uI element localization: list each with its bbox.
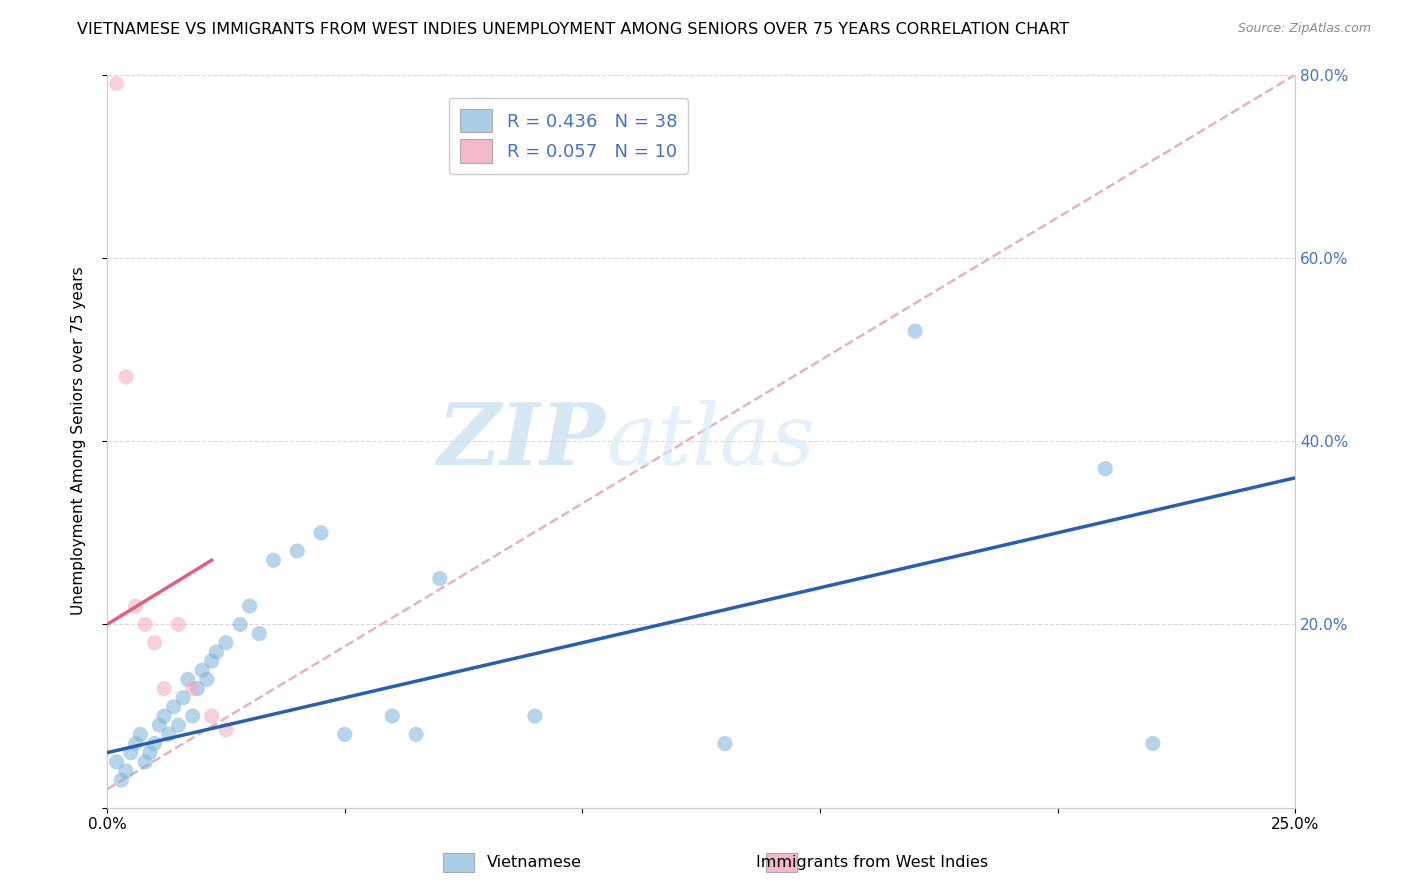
Point xyxy=(181,681,204,696)
Point xyxy=(201,654,224,668)
Point xyxy=(120,746,142,760)
Point xyxy=(172,690,194,705)
Point xyxy=(405,727,427,741)
Point xyxy=(215,723,238,737)
Point xyxy=(134,617,156,632)
Point xyxy=(205,645,228,659)
Point xyxy=(285,544,308,558)
Point xyxy=(191,663,214,677)
Point xyxy=(105,755,128,769)
Point xyxy=(124,737,146,751)
Point xyxy=(381,709,404,723)
Point xyxy=(134,755,156,769)
Point xyxy=(105,77,128,91)
Point xyxy=(186,681,208,696)
Point xyxy=(153,709,176,723)
Point xyxy=(904,324,927,338)
Point xyxy=(239,599,262,613)
Point xyxy=(153,681,176,696)
Point xyxy=(262,553,284,567)
FancyBboxPatch shape xyxy=(443,853,474,872)
Point xyxy=(139,746,162,760)
Point xyxy=(115,370,138,384)
Point xyxy=(523,709,546,723)
Text: Vietnamese: Vietnamese xyxy=(486,855,582,870)
Text: Immigrants from West Indies: Immigrants from West Indies xyxy=(755,855,988,870)
Point xyxy=(148,718,170,732)
Point xyxy=(181,709,204,723)
Point xyxy=(124,599,146,613)
Point xyxy=(110,773,132,788)
Text: VIETNAMESE VS IMMIGRANTS FROM WEST INDIES UNEMPLOYMENT AMONG SENIORS OVER 75 YEA: VIETNAMESE VS IMMIGRANTS FROM WEST INDIE… xyxy=(77,22,1070,37)
Point xyxy=(215,636,238,650)
Point xyxy=(195,673,218,687)
Point xyxy=(157,727,180,741)
Point xyxy=(143,636,166,650)
Text: Source: ZipAtlas.com: Source: ZipAtlas.com xyxy=(1237,22,1371,36)
Point xyxy=(162,699,184,714)
Point xyxy=(201,709,224,723)
Point xyxy=(229,617,252,632)
Point xyxy=(1094,461,1116,475)
Point xyxy=(143,737,166,751)
Text: ZIP: ZIP xyxy=(439,400,606,483)
Point xyxy=(177,673,200,687)
Point xyxy=(429,572,451,586)
Y-axis label: Unemployment Among Seniors over 75 years: Unemployment Among Seniors over 75 years xyxy=(72,267,86,615)
Point xyxy=(115,764,138,778)
Point xyxy=(247,626,270,640)
Point xyxy=(167,718,190,732)
Point xyxy=(167,617,190,632)
Point xyxy=(129,727,152,741)
Point xyxy=(309,525,332,540)
Point xyxy=(333,727,356,741)
Text: atlas: atlas xyxy=(606,400,815,483)
Point xyxy=(1142,737,1164,751)
FancyBboxPatch shape xyxy=(766,853,797,872)
Legend: R = 0.436   N = 38, R = 0.057   N = 10: R = 0.436 N = 38, R = 0.057 N = 10 xyxy=(449,98,688,174)
Point xyxy=(714,737,737,751)
